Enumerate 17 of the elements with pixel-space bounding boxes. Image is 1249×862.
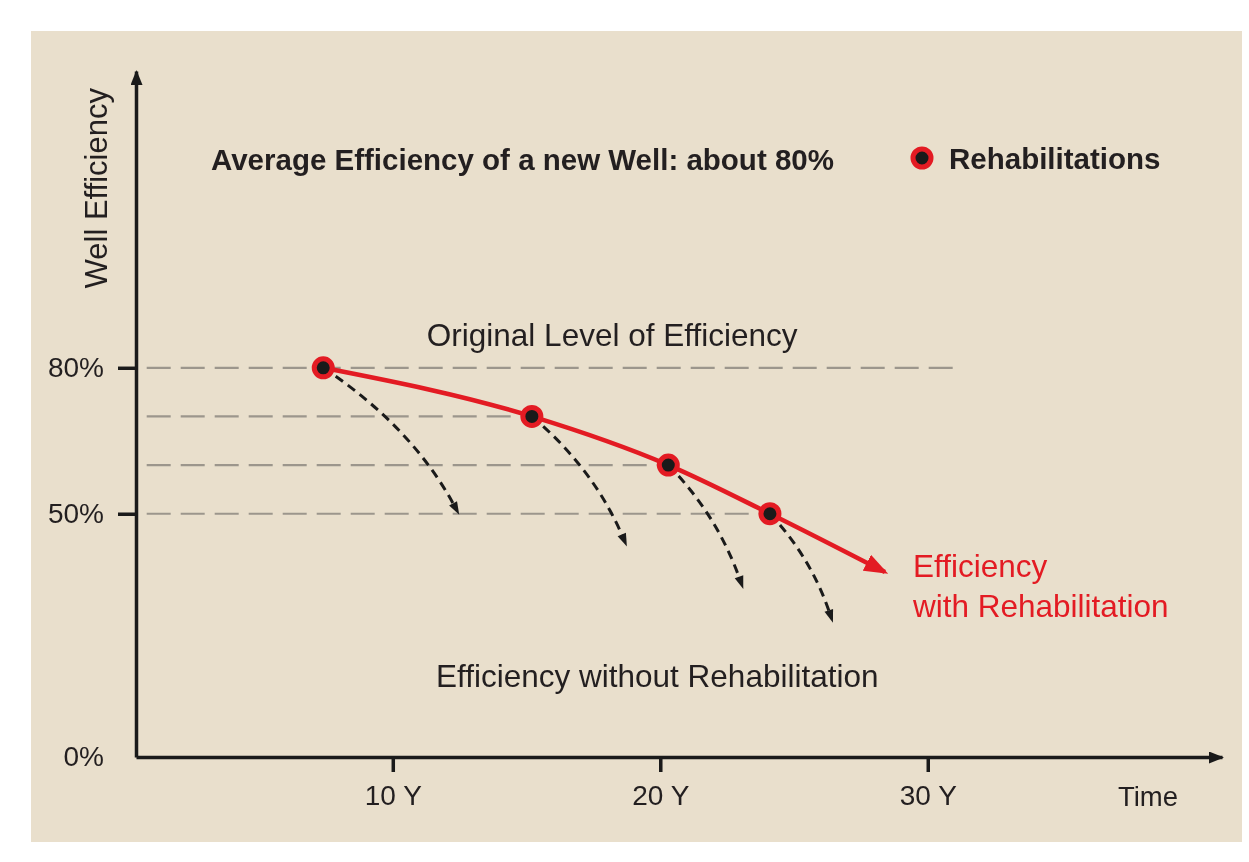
series-label: Efficiency with Rehabilitation bbox=[911, 548, 1169, 625]
y-tick-label: 0% bbox=[63, 741, 104, 773]
text: Average Efficiency of a new Well: about 80% bbox=[211, 143, 834, 176]
x-axis-title: Time bbox=[1117, 781, 1178, 812]
point bbox=[656, 453, 680, 477]
y-axis-title: Well Efficiency bbox=[79, 87, 114, 289]
x-tick-label: 20 Y bbox=[632, 779, 690, 811]
x-tick-label: 10 Y bbox=[364, 779, 423, 811]
annotation: Original Level of Efficiency bbox=[426, 316, 798, 353]
y-tick-label: 80% bbox=[47, 352, 104, 384]
point bbox=[520, 404, 544, 428]
legend-label: Rehabilitations bbox=[949, 141, 1161, 175]
x-tick-label: 30 Y bbox=[899, 779, 958, 811]
y-tick-label: 50% bbox=[47, 498, 104, 530]
point bbox=[311, 356, 335, 380]
annotation: Efficiency without Rehabilitation bbox=[436, 658, 879, 694]
point bbox=[758, 502, 782, 526]
